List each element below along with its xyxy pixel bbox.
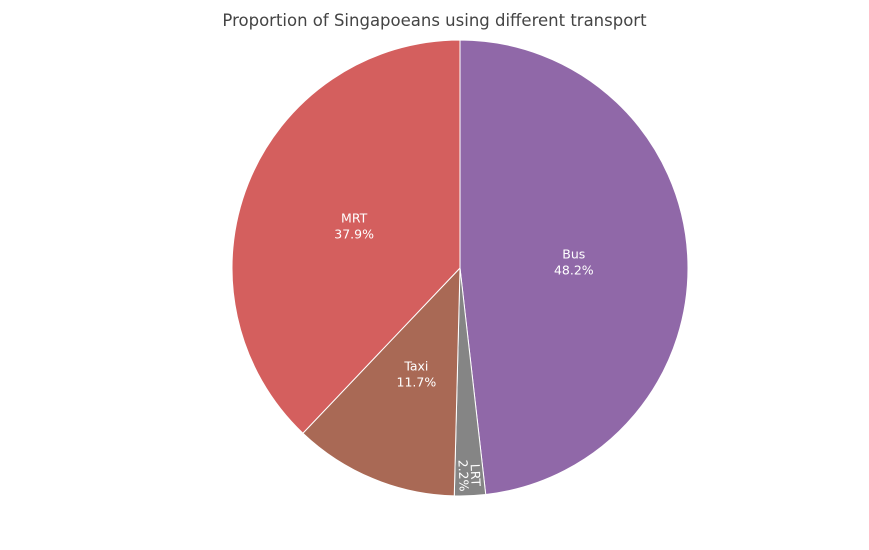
pie-slice-mrt[interactable] <box>231 39 461 434</box>
slice-label-percent: 2.2% <box>455 459 471 492</box>
pie-slice-bus[interactable] <box>459 39 689 496</box>
slice-label-name: MRT <box>341 211 368 226</box>
pie-slices <box>231 39 689 497</box>
pie-slice-taxi[interactable] <box>302 266 461 497</box>
slice-label-name: LRT <box>468 463 484 486</box>
slice-label-percent: 37.9% <box>334 227 374 242</box>
slice-label-percent: 11.7% <box>397 374 437 389</box>
slice-label-name: Taxi <box>403 358 428 373</box>
chart-title: Proportion of Singapoeans using differen… <box>222 11 647 30</box>
slice-label-percent: 48.2% <box>554 263 594 278</box>
slice-label-name: Bus <box>562 247 585 262</box>
